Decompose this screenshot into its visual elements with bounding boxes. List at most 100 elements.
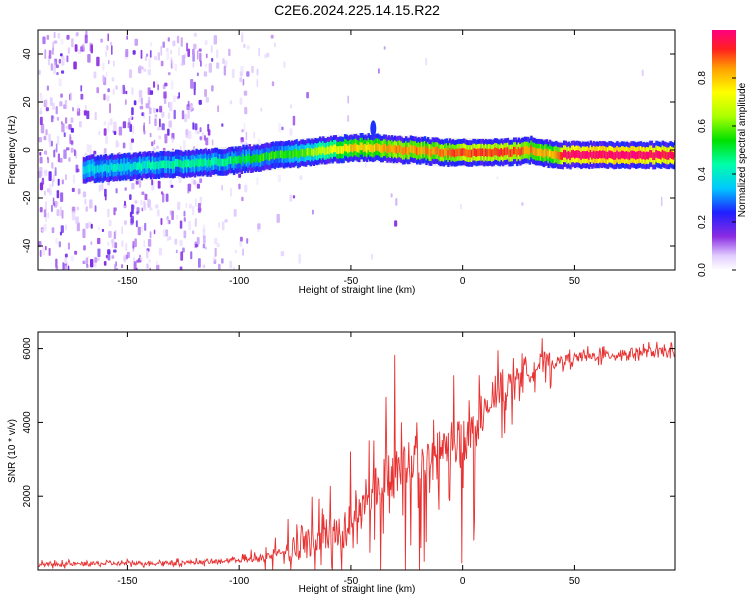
ridge-cell (154, 161, 158, 170)
noise-cell (193, 43, 197, 50)
ridge-cell (436, 146, 439, 155)
noise-cell (641, 69, 644, 77)
noise-cell (141, 66, 144, 70)
ridge-cell (354, 143, 358, 151)
noise-cell (157, 52, 160, 61)
noise-cell (100, 183, 104, 191)
ridge-cell (170, 161, 173, 169)
noise-cell (107, 241, 110, 246)
ridge-cell (95, 165, 98, 174)
noise-cell (138, 179, 142, 188)
noise-cell (55, 258, 58, 268)
noise-cell (50, 63, 53, 71)
noise-cell (364, 163, 367, 168)
ridge-cell (109, 163, 112, 172)
colorbar-gradient (712, 30, 736, 270)
y-tick-label: -20 (22, 190, 33, 205)
ridge-cell (293, 149, 297, 158)
ridge-cell (426, 146, 430, 155)
ridge-cell (257, 155, 261, 163)
ridge-cell (367, 142, 370, 151)
ridge-cell (473, 148, 477, 156)
ridge-cell (204, 158, 208, 166)
noise-cell (204, 40, 208, 45)
ridge-cell (221, 158, 225, 167)
ridge-cell (527, 146, 530, 154)
noise-cell (140, 200, 143, 206)
ridge-cell (267, 152, 270, 161)
ridge-cell (556, 151, 560, 160)
noise-cell (156, 204, 159, 209)
ridge-cell (231, 155, 234, 164)
noise-cell (134, 38, 138, 46)
ridge-cell (461, 148, 464, 156)
ridge-cell (639, 150, 643, 159)
noise-cell (122, 121, 127, 129)
ridge-cell (179, 159, 183, 168)
noise-cell (251, 65, 254, 74)
ridge-cell (472, 148, 475, 156)
noise-cell (82, 228, 86, 239)
ridge-cell (420, 146, 423, 154)
noise-cell (83, 245, 86, 251)
ridge-cell (186, 160, 189, 169)
noise-cell (190, 251, 193, 260)
noise-cell (54, 167, 57, 177)
ridge-cell (262, 153, 265, 162)
noise-cell (233, 209, 237, 217)
noise-cell (244, 184, 248, 193)
noise-cell (110, 41, 113, 46)
ridge-cell (87, 164, 90, 173)
noise-cell (66, 147, 70, 151)
noise-cell (62, 57, 66, 63)
noise-cell (90, 223, 93, 229)
y-tick-label: 4000 (22, 411, 33, 434)
noise-cell (194, 218, 197, 227)
noise-cell (124, 187, 127, 191)
ridge-cell (655, 150, 658, 158)
ridge-cell (663, 150, 666, 159)
noise-cell (70, 140, 74, 145)
noise-cell (127, 122, 131, 129)
ridge-cell (606, 151, 610, 160)
noise-cell (105, 254, 108, 259)
ridge-cell (361, 142, 364, 151)
noise-cell (203, 71, 208, 77)
ridge-cell (151, 160, 154, 169)
noise-cell (107, 251, 111, 261)
ridge-cell (467, 149, 470, 158)
ridge-cell (129, 164, 132, 172)
noise-cell (239, 77, 242, 83)
ridge-cell (333, 144, 336, 153)
noise-cell (125, 242, 128, 252)
ridge-cell (290, 149, 294, 158)
ridge-cell (401, 147, 405, 156)
ridge-cell (328, 146, 331, 155)
ridge-cell (384, 143, 388, 152)
noise-cell (231, 68, 235, 78)
noise-cell (179, 266, 183, 270)
ridge-cell (523, 146, 527, 154)
noise-cell (70, 117, 74, 123)
noise-cell (96, 257, 100, 261)
ridge-cell (300, 148, 303, 157)
ridge-cell (441, 148, 444, 157)
noise-cell (257, 223, 261, 230)
ridge-cell (148, 160, 151, 169)
ridge-cell (627, 151, 630, 160)
ridge-cell (283, 151, 286, 160)
ridge-cell (534, 148, 538, 156)
ridge-cell (150, 162, 153, 170)
noise-cell (56, 209, 60, 217)
ridge-cell (317, 147, 320, 156)
ridge-cell (486, 149, 489, 157)
noise-cell (139, 257, 143, 261)
ridge-cell (370, 144, 373, 153)
ridge-cell (245, 154, 248, 162)
noise-cell (147, 238, 152, 247)
noise-cell (98, 131, 101, 136)
ridge-cell (167, 160, 170, 168)
ridge-cell (566, 151, 569, 160)
ridge-cell (342, 146, 345, 154)
noise-cell (79, 121, 82, 128)
